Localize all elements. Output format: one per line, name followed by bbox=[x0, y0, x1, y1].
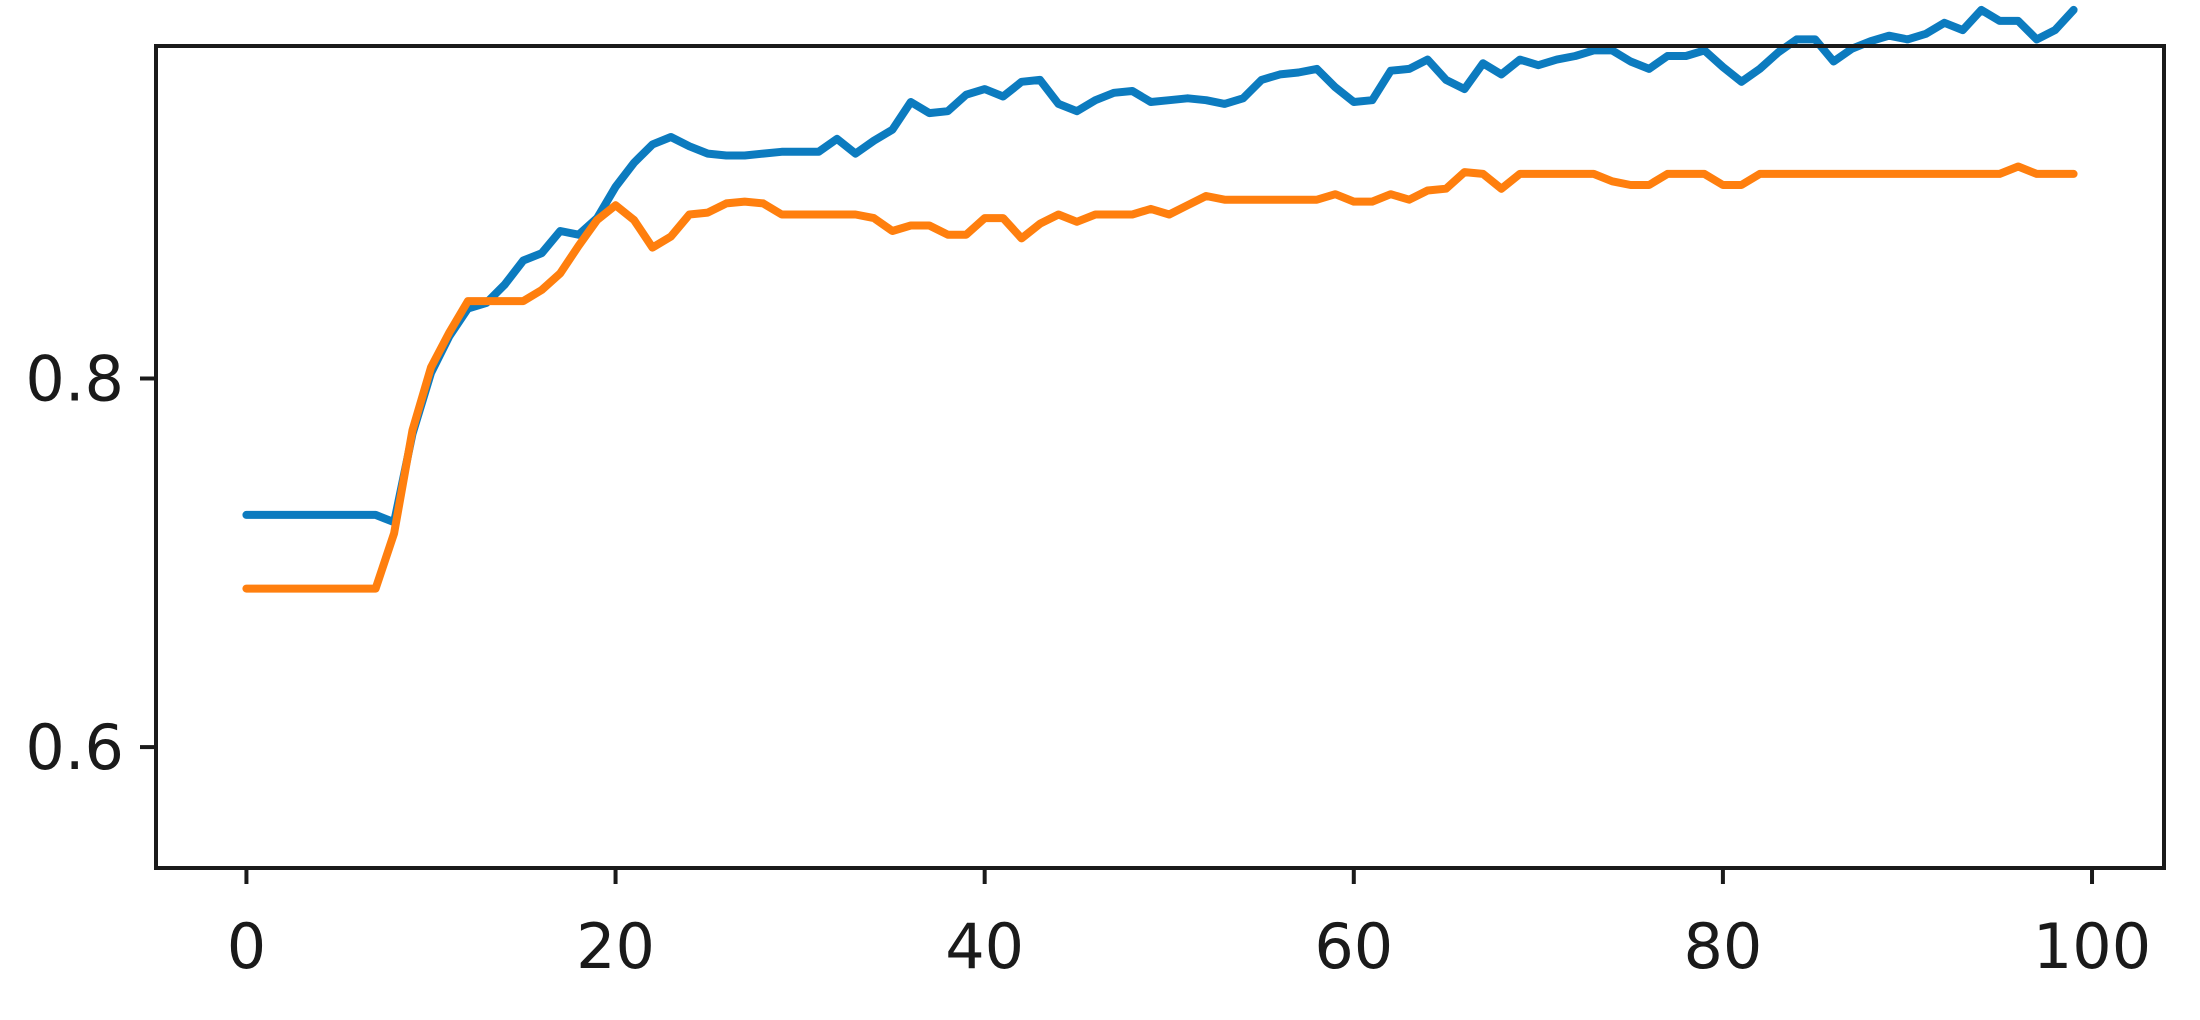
series-layer bbox=[242, 5, 2078, 593]
y-tick-label: 0.6 bbox=[25, 711, 124, 784]
x-tick-label: 20 bbox=[576, 910, 655, 983]
plot-area-frame bbox=[154, 44, 2166, 870]
x-tick-label: 100 bbox=[2033, 910, 2151, 983]
x-axis: 0 20 40 60 80 100 bbox=[227, 868, 2151, 983]
y-axis: 0.6 0.8 bbox=[25, 342, 156, 784]
x-tick-label: 40 bbox=[945, 910, 1024, 983]
y-tick-label: 0.8 bbox=[25, 342, 124, 415]
x-tick-label: 80 bbox=[1683, 910, 1762, 983]
series-line-2 bbox=[242, 162, 2078, 593]
x-tick-label: 60 bbox=[1314, 910, 1393, 983]
series-line-1 bbox=[242, 5, 2078, 527]
x-tick-label: 0 bbox=[227, 910, 266, 983]
